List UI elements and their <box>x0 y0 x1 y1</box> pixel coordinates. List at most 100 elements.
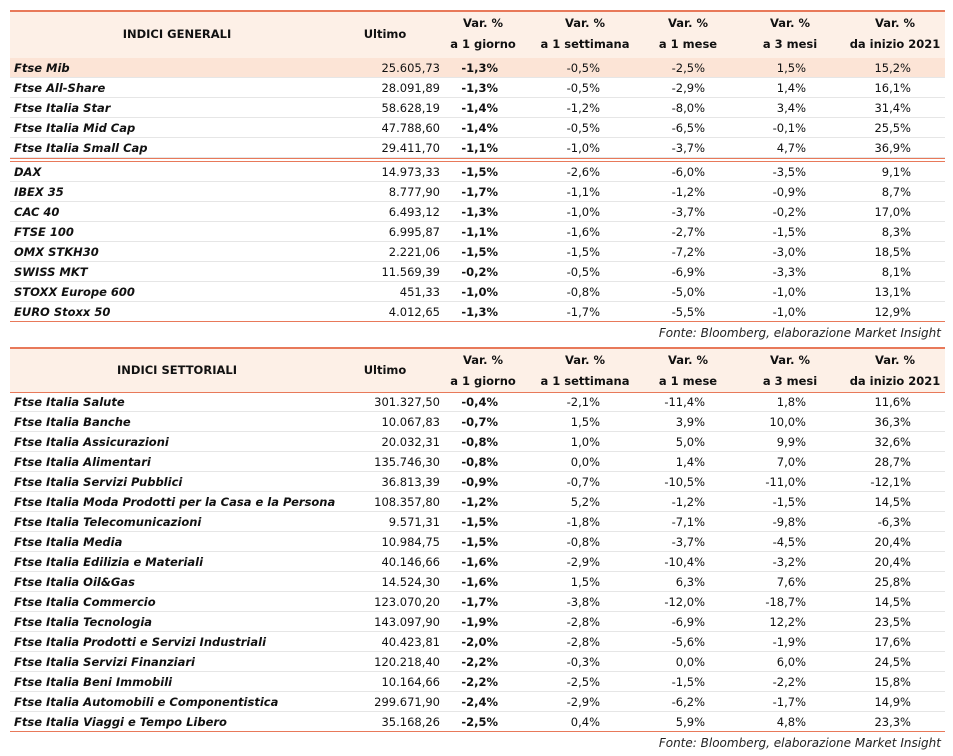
cell: 120.218,40 <box>374 655 440 669</box>
row-label: IBEX 35 <box>14 185 64 199</box>
cell: -6,9% <box>671 265 705 279</box>
cell: -2,4% <box>461 695 498 709</box>
cell: 36,3% <box>874 415 911 429</box>
cell: 16,1% <box>874 81 911 95</box>
cell: -2,9% <box>566 695 600 709</box>
cell: -6,2% <box>671 695 705 709</box>
cell: 11,6% <box>874 395 911 409</box>
row-rule <box>10 117 945 118</box>
cell: -1,9% <box>461 615 498 629</box>
header-col: da inizio 2021 <box>849 37 941 51</box>
cell: -1,6% <box>461 575 498 589</box>
row-label: EURO Stoxx 50 <box>14 305 111 319</box>
header-col: a 1 settimana <box>540 374 630 388</box>
cell: 6.995,87 <box>388 225 440 239</box>
row-rule <box>10 531 945 532</box>
cell: -2,9% <box>671 81 705 95</box>
cell: 20.032,31 <box>381 435 440 449</box>
cell: -3,7% <box>671 141 705 155</box>
row-rule <box>10 261 945 262</box>
cell: 1,5% <box>570 415 600 429</box>
header-col: a 1 mese <box>658 37 718 51</box>
row-label: Ftse Italia Viaggi e Tempo Libero <box>14 715 227 729</box>
cell: -0,8% <box>566 535 600 549</box>
cell: -11,4% <box>664 395 705 409</box>
cell: -1,9% <box>772 635 806 649</box>
row-label: Ftse All-Share <box>14 81 106 95</box>
cell: -1,5% <box>461 165 498 179</box>
row-rule <box>10 241 945 242</box>
cell: 29.411,70 <box>381 141 440 155</box>
cell: 10,0% <box>769 415 806 429</box>
cell: -0,7% <box>461 415 498 429</box>
cell: -0,1% <box>772 121 806 135</box>
row-rule <box>10 411 945 412</box>
cell: -1,1% <box>461 225 498 239</box>
row-label: Ftse Italia Banche <box>14 415 131 429</box>
cell: 10.164,66 <box>381 675 440 689</box>
cell: -1,5% <box>772 225 806 239</box>
row-label: Ftse Italia Assicurazioni <box>14 435 169 449</box>
cell: -1,3% <box>461 81 498 95</box>
cell: -1,3% <box>461 205 498 219</box>
cell: 36.813,39 <box>381 475 440 489</box>
cell: -1,0% <box>566 205 600 219</box>
cell: -2,9% <box>566 555 600 569</box>
row-label: Ftse Italia Moda Prodotti per la Casa e … <box>14 495 336 509</box>
cell: 10.067,83 <box>381 415 440 429</box>
cell: -3,8% <box>566 595 600 609</box>
cell: -2,2% <box>461 675 498 689</box>
header-col: a 3 mesi <box>762 374 818 388</box>
cell: 47.788,60 <box>381 121 440 135</box>
row-rule <box>10 611 945 612</box>
cell: -1,3% <box>461 305 498 319</box>
cell: -1,7% <box>461 595 498 609</box>
cell: 15,8% <box>874 675 911 689</box>
row-label: Ftse Italia Servizi Pubblici <box>14 475 183 489</box>
cell: 8,7% <box>881 185 911 199</box>
cell: -0,4% <box>461 395 498 409</box>
cell: 14,9% <box>874 695 911 709</box>
cell: -2,6% <box>566 165 600 179</box>
cell: -1,5% <box>461 245 498 259</box>
header-col: Var. % <box>668 16 708 30</box>
cell: -0,9% <box>461 475 498 489</box>
cell: 14,5% <box>874 495 911 509</box>
row-rule <box>10 651 945 652</box>
cell: -0,9% <box>772 185 806 199</box>
cell: 5,2% <box>570 495 600 509</box>
row-label: STOXX Europe 600 <box>14 285 135 299</box>
row-rule <box>10 281 945 282</box>
cell: 451,33 <box>399 285 440 299</box>
row-rule <box>10 201 945 202</box>
cell: 40.146,66 <box>381 555 440 569</box>
cell: -1,3% <box>461 61 498 75</box>
row-label: Ftse Italia Mid Cap <box>14 121 136 135</box>
row-label: Ftse Italia Tecnologia <box>14 615 153 629</box>
cell: 35.168,26 <box>381 715 440 729</box>
cell: -12,0% <box>664 595 705 609</box>
cell: 0,0% <box>675 655 705 669</box>
row-rule <box>10 301 945 302</box>
cell: 32,6% <box>874 435 911 449</box>
source: Fonte: Bloomberg, elaborazione Market In… <box>658 326 941 340</box>
header-col: Var. % <box>565 16 605 30</box>
row-rule <box>10 181 945 182</box>
cell: 9.571,31 <box>388 515 440 529</box>
cell: 24,5% <box>874 655 911 669</box>
cell: 3,9% <box>675 415 705 429</box>
row-rule <box>10 137 945 138</box>
row-label: Ftse Italia Salute <box>14 395 125 409</box>
row-rule <box>10 221 945 222</box>
cell: -7,2% <box>671 245 705 259</box>
header-col: da inizio 2021 <box>849 374 941 388</box>
cell: 5,9% <box>675 715 705 729</box>
row-label: FTSE 100 <box>14 225 74 239</box>
cell: 13,1% <box>874 285 911 299</box>
cell: 108.357,80 <box>374 495 440 509</box>
cell: -3,2% <box>772 555 806 569</box>
cell: 8,1% <box>881 265 911 279</box>
cell: -1,4% <box>461 101 498 115</box>
cell: -0,8% <box>566 285 600 299</box>
cell: -1,5% <box>566 245 600 259</box>
